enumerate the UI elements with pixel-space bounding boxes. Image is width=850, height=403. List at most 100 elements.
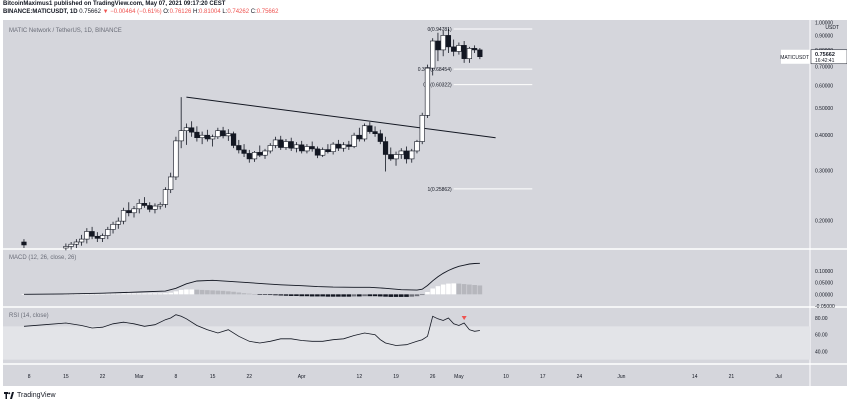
macd-histogram-bar bbox=[89, 293, 95, 295]
macd-histogram-bar bbox=[393, 294, 399, 297]
ohlc-low-label: L: bbox=[222, 9, 228, 15]
time-axis-tick: Apr bbox=[298, 374, 306, 380]
rsi-line bbox=[23, 314, 480, 346]
macd-histogram-bar bbox=[220, 290, 226, 295]
candle-body bbox=[367, 125, 373, 132]
macd-histogram-bar bbox=[168, 292, 173, 295]
price-axis-tick: 0.50000 bbox=[815, 106, 833, 112]
macd-histogram-bar bbox=[63, 294, 69, 295]
chart-header: BitcoinMaximus1 published on TradingView… bbox=[3, 0, 278, 16]
candle-body bbox=[115, 220, 121, 225]
macd-histogram-bar bbox=[304, 294, 310, 297]
macd-histogram-bar bbox=[440, 284, 446, 295]
ohlc-close-label: C: bbox=[250, 9, 257, 15]
macd-histogram-bar bbox=[205, 290, 210, 295]
macd-histogram-bar bbox=[178, 289, 184, 295]
macd-histogram-bar bbox=[288, 294, 294, 296]
candle-body bbox=[105, 229, 111, 236]
macd-histogram-bar bbox=[336, 294, 341, 297]
macd-histogram-bar bbox=[467, 284, 472, 295]
candle-body bbox=[178, 130, 184, 142]
candle-body bbox=[199, 134, 205, 139]
candle-body bbox=[84, 231, 90, 240]
macd-histogram-bar bbox=[184, 289, 189, 295]
time-axis-tick: 17 bbox=[540, 374, 546, 380]
fib-level-label: 0.5(0.60322) bbox=[423, 83, 452, 89]
candle-body bbox=[120, 210, 127, 222]
candle-body bbox=[377, 133, 383, 142]
macd-histogram-bar bbox=[142, 293, 147, 295]
candle-body bbox=[236, 145, 242, 151]
candle-body bbox=[445, 35, 452, 48]
candle-body bbox=[183, 127, 190, 131]
price-axis-tick: 0.30000 bbox=[815, 169, 833, 175]
time-axis-tick: 19 bbox=[393, 374, 399, 380]
candle-body bbox=[372, 131, 378, 134]
macd-histogram-bar bbox=[215, 290, 221, 295]
macd-axis-tick: 0.00000 bbox=[815, 292, 833, 298]
macd-histogram-bar bbox=[246, 293, 252, 295]
macd-histogram-bar bbox=[341, 294, 346, 297]
candle-body bbox=[89, 231, 95, 237]
candle-body bbox=[325, 149, 331, 152]
fib-level-label: 0.382(0.68454) bbox=[418, 67, 452, 73]
macd-histogram-bar bbox=[425, 292, 430, 295]
macd-histogram-bar bbox=[351, 294, 357, 297]
macd-histogram-bar bbox=[79, 293, 84, 295]
macd-histogram-bar bbox=[241, 293, 247, 295]
candle-body bbox=[162, 189, 169, 205]
price-axis-tick: 0.90000 bbox=[815, 33, 833, 39]
macd-histogram-bar bbox=[283, 294, 289, 296]
macd-histogram-bar bbox=[136, 293, 142, 295]
candle-body bbox=[382, 141, 389, 155]
ohlc-low: 0.74262 bbox=[227, 9, 250, 15]
macd-histogram-bar bbox=[100, 293, 105, 295]
macd-histogram-bar bbox=[173, 291, 179, 295]
ohlc-high: 0.81004 bbox=[198, 9, 221, 15]
ohlc-close: 0.75662 bbox=[256, 9, 279, 15]
macd-histogram-bar bbox=[131, 293, 137, 295]
candle-body bbox=[220, 130, 226, 137]
candle-body bbox=[451, 46, 457, 52]
candle-body bbox=[320, 149, 326, 156]
symbol-tag-bg bbox=[781, 49, 810, 64]
candle-body bbox=[351, 134, 357, 147]
macd-histogram-bar bbox=[414, 294, 420, 297]
candle-body bbox=[361, 125, 368, 140]
time-axis-tick: May bbox=[454, 374, 464, 380]
candle-body bbox=[21, 241, 27, 246]
price-axis-currency: USDT bbox=[825, 25, 839, 31]
time-axis-tick: 8 bbox=[175, 374, 178, 380]
candle-body bbox=[414, 141, 420, 152]
macd-histogram-bar bbox=[199, 289, 205, 295]
macd-axis-tick: 0.10000 bbox=[815, 269, 833, 275]
macd-histogram-bar bbox=[435, 286, 441, 295]
macd-histogram-bar bbox=[419, 294, 425, 296]
candle-body bbox=[157, 204, 163, 207]
macd-histogram-bar bbox=[257, 294, 263, 295]
macd-line bbox=[23, 262, 480, 295]
time-axis-tick: 10 bbox=[503, 374, 509, 380]
candle-body bbox=[466, 48, 472, 59]
macd-histogram-bar bbox=[362, 294, 367, 297]
macd-histogram-bar bbox=[105, 293, 111, 295]
candle-body bbox=[356, 134, 362, 140]
candle-body bbox=[189, 127, 195, 133]
macd-histogram-bar bbox=[273, 294, 278, 296]
candle-body bbox=[267, 145, 273, 152]
chart-area[interactable]: MATIC Network / TetherUS, 1D, BINANCE USD… bbox=[3, 20, 848, 386]
candle-body bbox=[230, 133, 237, 146]
publish-line: BitcoinMaximus1 published on TradingView… bbox=[3, 1, 226, 7]
chart-svg[interactable]: MATIC Network / TetherUS, 1D, BINANCE USD… bbox=[3, 20, 848, 386]
candle-body bbox=[393, 154, 399, 160]
candle-body bbox=[136, 203, 142, 210]
time-axis-tick: 15 bbox=[210, 374, 216, 380]
macd-histogram-bar bbox=[372, 294, 378, 297]
macd-histogram-bar bbox=[278, 294, 284, 296]
price-badge-countdown: 16:42:41 bbox=[815, 58, 835, 64]
time-axis-tick: 21 bbox=[729, 374, 735, 380]
macd-histogram-bar bbox=[231, 291, 236, 295]
candle-body bbox=[257, 152, 263, 156]
macd-histogram-bar bbox=[147, 293, 153, 295]
candle-body bbox=[168, 176, 174, 190]
